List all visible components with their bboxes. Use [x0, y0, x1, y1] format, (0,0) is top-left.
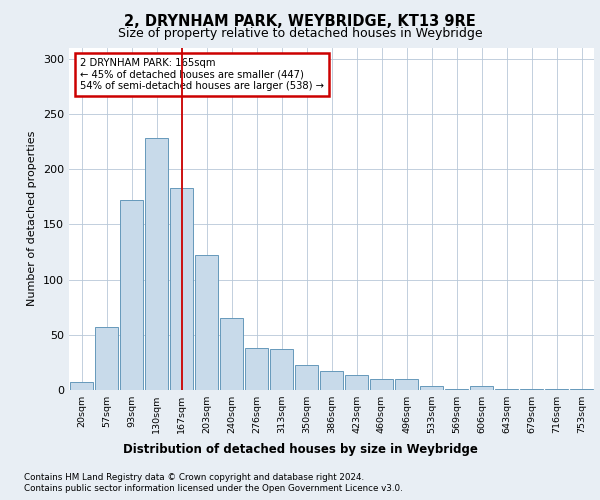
Y-axis label: Number of detached properties: Number of detached properties	[28, 131, 37, 306]
Bar	[320, 371, 343, 390]
Bar	[220, 318, 244, 390]
Bar	[445, 389, 469, 390]
Bar	[545, 389, 568, 390]
Bar	[419, 386, 443, 390]
Text: Contains HM Land Registry data © Crown copyright and database right 2024.: Contains HM Land Registry data © Crown c…	[24, 472, 364, 482]
Bar	[569, 389, 593, 390]
Bar	[269, 349, 293, 390]
Bar	[395, 379, 418, 390]
Bar	[470, 386, 493, 390]
Bar	[344, 374, 368, 390]
Bar	[520, 389, 544, 390]
Bar	[145, 138, 169, 390]
Bar	[194, 255, 218, 390]
Bar	[370, 379, 394, 390]
Bar	[119, 200, 143, 390]
Bar	[494, 389, 518, 390]
Bar	[95, 327, 118, 390]
Bar	[295, 364, 319, 390]
Text: Distribution of detached houses by size in Weybridge: Distribution of detached houses by size …	[122, 442, 478, 456]
Bar	[70, 382, 94, 390]
Text: 2 DRYNHAM PARK: 165sqm
← 45% of detached houses are smaller (447)
54% of semi-de: 2 DRYNHAM PARK: 165sqm ← 45% of detached…	[79, 58, 323, 91]
Text: 2, DRYNHAM PARK, WEYBRIDGE, KT13 9RE: 2, DRYNHAM PARK, WEYBRIDGE, KT13 9RE	[124, 14, 476, 29]
Bar	[170, 188, 193, 390]
Text: Size of property relative to detached houses in Weybridge: Size of property relative to detached ho…	[118, 28, 482, 40]
Bar	[245, 348, 268, 390]
Text: Contains public sector information licensed under the Open Government Licence v3: Contains public sector information licen…	[24, 484, 403, 493]
